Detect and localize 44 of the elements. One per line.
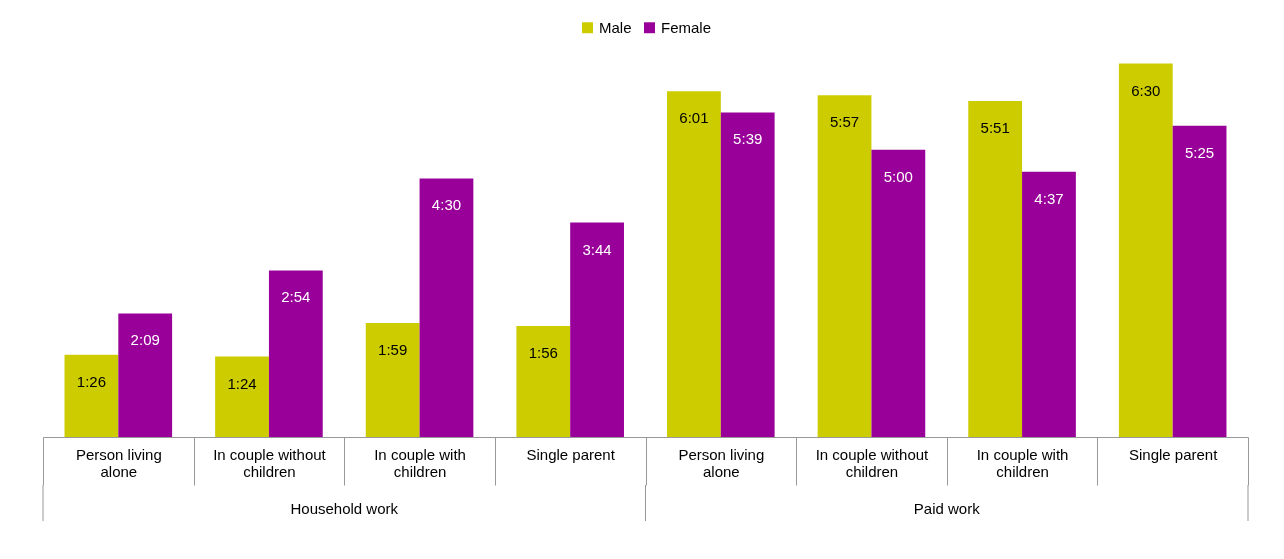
bar bbox=[817, 95, 872, 437]
data-label: 5:25 bbox=[1184, 143, 1215, 161]
x-tick-label: Person living alone bbox=[678, 445, 765, 480]
bar bbox=[1118, 63, 1173, 437]
bar bbox=[667, 91, 721, 437]
bar bbox=[118, 313, 173, 437]
data-label: 1:56 bbox=[528, 343, 558, 361]
data-label: 6:30 bbox=[1131, 81, 1161, 99]
text: Household work bbox=[290, 500, 399, 517]
legend-label: Male bbox=[599, 18, 632, 36]
x-tick-label: Single parent bbox=[526, 445, 616, 463]
text: Paid work bbox=[913, 500, 981, 517]
bar bbox=[968, 100, 1023, 437]
data-label: 5:51 bbox=[980, 118, 1010, 136]
data-label: 1:59 bbox=[378, 341, 408, 359]
bar bbox=[516, 325, 571, 437]
bar bbox=[365, 323, 420, 437]
data-label: 6:01 bbox=[679, 109, 709, 127]
data-label: 5:00 bbox=[883, 167, 913, 185]
data-label: 2:54 bbox=[281, 288, 311, 306]
legend-label: Female bbox=[661, 18, 712, 36]
data-label: 1:26 bbox=[76, 372, 107, 390]
bar bbox=[268, 270, 323, 437]
x-tick-label: Single parent bbox=[1128, 445, 1219, 463]
data-label: 5:39 bbox=[733, 130, 763, 148]
x-tick-label: In couple without children bbox=[213, 445, 327, 480]
bar bbox=[64, 354, 119, 437]
data-label: 3:44 bbox=[582, 240, 612, 258]
data-label: 1:24 bbox=[227, 374, 257, 392]
data-label: 4:37 bbox=[1034, 189, 1064, 207]
x-tick-label: In couple without children bbox=[815, 445, 930, 480]
bar bbox=[871, 149, 926, 437]
x-tick-label: In couple with children bbox=[976, 445, 1069, 480]
bar bbox=[570, 222, 624, 437]
x-tick-label: Person living alone bbox=[75, 445, 162, 480]
bar bbox=[215, 356, 269, 437]
bar bbox=[1172, 125, 1227, 437]
data-label: 2:09 bbox=[130, 331, 160, 349]
data-label: 4:30 bbox=[431, 196, 462, 214]
data-label: 5:57 bbox=[829, 113, 860, 131]
bar bbox=[720, 112, 775, 437]
bar bbox=[419, 178, 474, 437]
x-tick-label: In couple with children bbox=[374, 445, 466, 480]
bar bbox=[1022, 171, 1076, 437]
